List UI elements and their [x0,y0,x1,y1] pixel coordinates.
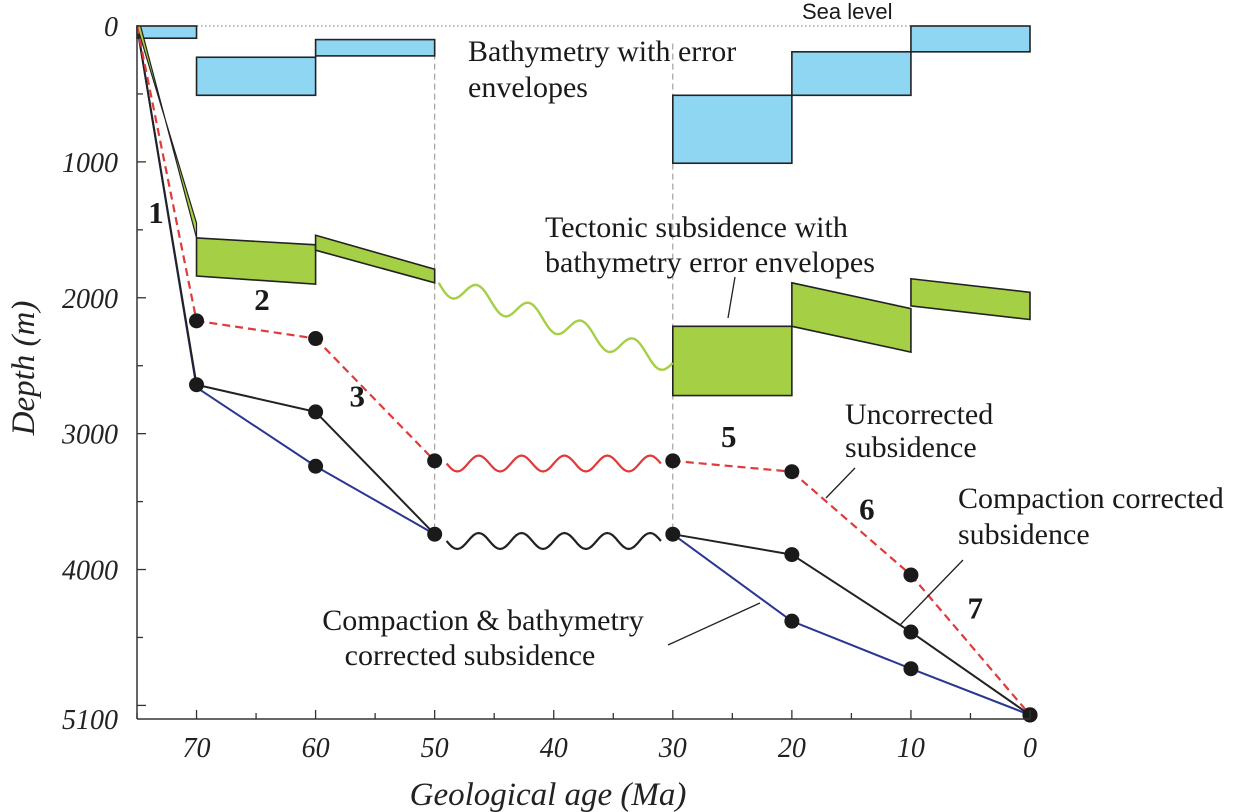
compaction-corrected-subsidence-segment-1 [196,383,316,413]
compaction-corrected-subsidence-segment-2 [314,411,436,535]
compaction-corrected-subsidence-segment-5 [791,553,912,633]
compaction-label-leader [899,559,964,626]
tectonic-label-leader [727,276,736,319]
y-tick-label-4000: 4000 [62,556,118,587]
tectonic-label-line1: Tectonic subsidence with [545,211,848,244]
compaction-bathymetry-corrected-subsidence-point-60 [308,458,324,474]
tectonic-envelope-0 [195,237,317,286]
uncorrected-subsidence-point-10 [903,567,919,583]
uncorrected-subsidence-segment-6 [910,574,1031,716]
tectonic-hiatus-wave [437,282,674,372]
compaction-corrected-subsidence-point-60 [308,404,324,420]
y-tick-label-2000: 2000 [62,284,118,315]
compaction-bathymetry-corrected-subsidence-point-10 [903,661,919,677]
tectonic-envelope-3 [791,281,912,354]
bathymetry-box-5 [910,25,1031,53]
tectonic-envelopes [136,25,1031,397]
uncorrected-subsidence-point-50 [427,453,443,469]
uncorrected-subsidence-point-30 [665,453,681,469]
x-tick-label-50: 50 [421,733,449,764]
compaction-corrected-subsidence-point-10 [903,624,919,640]
x-tick-label-0: 0 [1023,733,1037,764]
compaction-corrected-subsidence-segment-4 [672,533,793,556]
bathymetry-label-line1: Bathymetry with error [468,35,736,68]
compaction-corrected-subsidence-point-50 [427,526,443,542]
compaction-label-line1: Compaction corrected [958,482,1224,515]
uncorrected-subsidence-segment-2 [314,337,436,462]
stage-label-3: 3 [350,378,366,413]
bathymetry-box-4 [791,51,912,97]
stage-label-2: 2 [254,282,270,317]
y-tick-label-1000: 1000 [62,148,118,179]
compaction-bathymetry-corrected-subsidence-segment-2 [315,465,436,536]
bathymetry-boxes [136,25,1031,165]
compaction-label-line2: subsidence [958,518,1090,551]
stage-labels: 1 2 3 5 6 7 [148,195,983,625]
y-axis-title: Depth (m) [6,301,42,437]
tectonic-envelope-1 [314,234,436,284]
uncorrected-subsidence-segment-4 [672,459,792,473]
compaction-bathymetry-corrected-subsidence-point-20 [784,613,800,629]
bathymetry-box-0 [136,25,198,40]
uncorrected-label-leader [825,467,856,499]
bathymetry-box-2 [314,38,436,57]
axes: Geological age (Ma) Depth (m) Sea level … [6,0,1037,812]
comp-bathy-label-line2: corrected subsidence [345,639,596,672]
tectonic-envelope-2 [672,325,793,397]
compaction-bathymetry-corrected-subsidence-segment-5 [791,620,912,670]
compaction-bathymetry-corrected-subsidence-segment-1 [195,386,317,468]
x-axis-title: Geological age (Ma) [410,777,687,812]
stage-label-6: 6 [859,491,875,526]
uncorrected-label-line2: subsidence [845,431,977,464]
uncorrected-subsidence-segment-1 [196,319,316,340]
compaction-bathymetry-corrected-subsidence-segment-4 [672,533,793,622]
compaction-corrected-subsidence-point-70 [189,377,205,393]
uncorrected-subsidence-point-70 [189,313,205,329]
y-tick-label-5100: 5100 [62,705,118,736]
tectonic-label-line2: bathymetry error envelopes [545,246,875,279]
y-tick-label-0: 0 [104,12,118,43]
uncorrected-subsidence-point-60 [308,331,324,347]
uncorrected-subsidence-point-20 [784,464,800,480]
stage-label-1: 1 [148,195,164,230]
stage-label-7: 7 [967,590,983,625]
compaction-corrected-subsidence-segment-0 [136,25,198,385]
sea-level-label: Sea level [802,0,893,24]
bathymetry-label-line2: envelopes [468,71,588,104]
x-tick-label-60: 60 [302,733,330,764]
bathymetry-box-1 [195,56,317,97]
compaction-corrected-subsidence-point-20 [784,547,800,563]
x-tick-label-30: 30 [658,733,687,764]
compaction-corrected-subsidence-hiatus-wave [445,531,662,551]
comp-bathy-label-leader [667,602,761,646]
tectonic-envelope-4 [910,277,1031,321]
annotations: Bathymetry with error envelopes Tectonic… [322,35,1224,672]
stage-label-5: 5 [721,419,737,454]
uncorrected-subsidence-segment-0 [135,25,198,322]
uncorrected-subsidence-segment-5 [791,470,912,576]
y-tick-label-3000: 3000 [61,420,118,451]
compaction-corrected-subsidence-segment-6 [910,631,1031,716]
x-tick-label-10: 10 [897,733,925,764]
uncorrected-label-line1: Uncorrected [845,398,993,431]
compaction-corrected-subsidence-point-30 [665,526,681,542]
comp-bathy-label-line1: Compaction & bathymetry [322,604,644,637]
bathymetry-box-3 [671,94,793,165]
x-tick-label-70: 70 [183,733,211,764]
x-tick-label-20: 20 [778,733,806,764]
compaction-bathymetry-corrected-subsidence-segment-6 [910,667,1031,716]
x-tick-label-40: 40 [540,733,568,764]
uncorrected-subsidence-hiatus-wave [445,454,662,473]
